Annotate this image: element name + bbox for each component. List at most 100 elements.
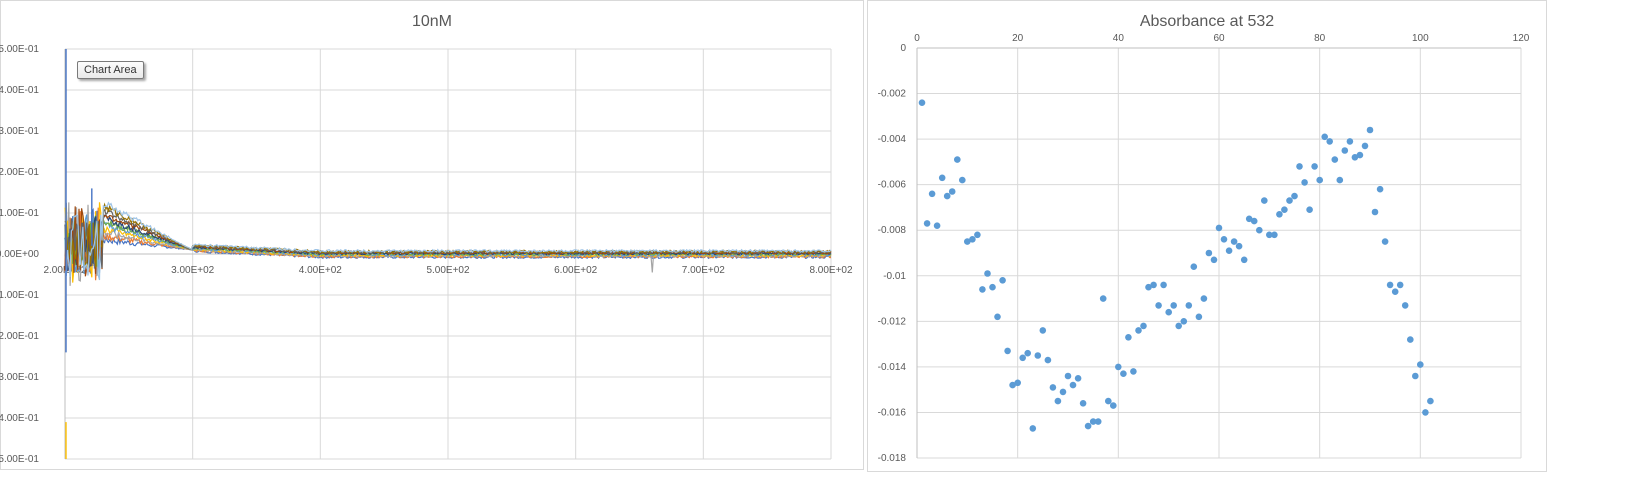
scatter-point [1316,176,1323,184]
scatter-point [1321,133,1328,141]
y-tick-label: -3.00E-01 [0,372,39,383]
y-tick-label: -4.00E-01 [0,413,39,424]
scatter-point [1145,283,1152,291]
scatter-point [1044,356,1052,364]
scatter-point [923,220,931,227]
scatter-point [1361,142,1369,150]
chart-area-tooltip: Chart Area [77,61,144,79]
scatter-point [1341,147,1349,154]
scatter-point [1422,409,1429,416]
x-tick-label: 60 [1213,33,1225,44]
scatter-point [928,190,936,198]
scatter-point [969,236,976,243]
scatter-point [1089,418,1097,425]
scatter-point [1135,327,1142,334]
scatter-point [974,231,981,239]
scatter-point [1381,238,1389,245]
scatter-point [1215,224,1223,232]
scatter-point [1346,138,1354,145]
scatter-point [1079,400,1087,407]
scatter-point [1356,151,1364,159]
scatter-point [1105,397,1112,405]
scatter-point [1301,179,1308,186]
scatter-point [1059,388,1067,396]
scatter-point [994,313,1001,321]
scatter-point [1130,368,1137,375]
y-tick-label: 0.00E+00 [0,249,39,260]
y-tick-label: -5.00E-01 [0,454,39,465]
scatter-point [1064,372,1072,380]
scatter-point [1039,327,1047,334]
scatter-point [1084,422,1092,430]
scatter-point [1225,247,1233,254]
scatter-point [1235,242,1243,250]
x-tick-label: 4.00E+02 [299,265,343,276]
scatter-point [1140,322,1147,330]
x-tick-label: 0 [914,33,920,44]
y-tick-label: -0.014 [878,362,907,373]
scatter-point [1220,236,1228,243]
right-chart-title: Absorbance at 532 [1139,13,1275,30]
scatter-point [1155,302,1162,309]
x-tick-label: 6.00E+02 [554,265,598,276]
scatter-point [1099,295,1107,302]
scatter-point [1386,281,1394,289]
scatter-point [1210,256,1218,264]
scatter-point [1371,208,1379,216]
scatter-point [933,222,941,229]
y-tick-label: -0.012 [878,316,907,327]
scatter-point [1049,384,1057,391]
scatter-point [999,277,1006,284]
scatter-point [1281,206,1288,213]
scatter-point [984,270,991,277]
scatter-point [1331,156,1339,163]
x-tick-label: 80 [1314,33,1326,44]
y-tick-label: 3.00E-01 [0,126,39,137]
scatter-point [918,99,926,106]
x-tick-label: 8.00E+02 [809,265,853,276]
left-chart-area[interactable]: 10nM 5.00E-01 4.00E-01 3.00E-01 2.00E-01 1.0… [0,0,864,470]
scatter-point [1205,249,1213,257]
scatter-point [954,156,961,163]
scatter-point [1407,336,1414,343]
scatter-point [1004,347,1011,355]
x-tick-label: 20 [1012,33,1024,44]
y-tick-label: -0.004 [878,134,907,145]
y-tick-label: -0.002 [878,89,907,100]
scatter-point [964,238,971,245]
scatter-point [1094,418,1102,425]
y-tick-label: -0.018 [878,453,907,464]
scatter-point [1311,163,1318,170]
scatter-point [1256,226,1263,234]
scatter-point [1120,370,1127,378]
scatter-point [1074,375,1082,382]
y-tick-label: -0.01 [883,271,906,282]
scatter-point [938,174,946,182]
y-tick-label: 2.00E-01 [0,167,39,178]
scatter-point [1125,334,1132,341]
scatter-point [1427,397,1434,405]
scatter-chart-plot: 0 -0.002 -0.004 -0.006 -0.008 -0.01 -0.012 -0.0… [878,33,1530,464]
scatter-point [1014,379,1021,387]
y-tick-label: 4.00E-01 [0,85,39,96]
scatter-point [1165,308,1172,316]
scatter-point [1009,381,1016,389]
x-tick-label: 120 [1513,33,1530,44]
scatter-point [1306,206,1313,213]
y-tick-label: -1.00E-01 [0,290,39,301]
scatter-point [1034,352,1042,359]
scatter-point [1245,215,1253,223]
y-tick-label: -2.00E-01 [0,331,39,342]
scatter-point [1200,295,1208,302]
scatter-point [1291,192,1298,200]
scatter-point [1240,256,1248,264]
scatter-point [1286,197,1293,204]
scatter-point [1110,402,1117,409]
right-chart-area[interactable]: Absorbance at 532 0 -0.002 -0.004 -0.006 -0.… [867,0,1547,472]
scatter-point [1054,397,1062,405]
scatter-point [1366,126,1374,134]
y-tick-label: 0 [900,43,906,54]
scatter-point [1412,372,1419,380]
left-chart-title: 10nM [411,13,453,30]
scatter-point [1326,138,1333,145]
